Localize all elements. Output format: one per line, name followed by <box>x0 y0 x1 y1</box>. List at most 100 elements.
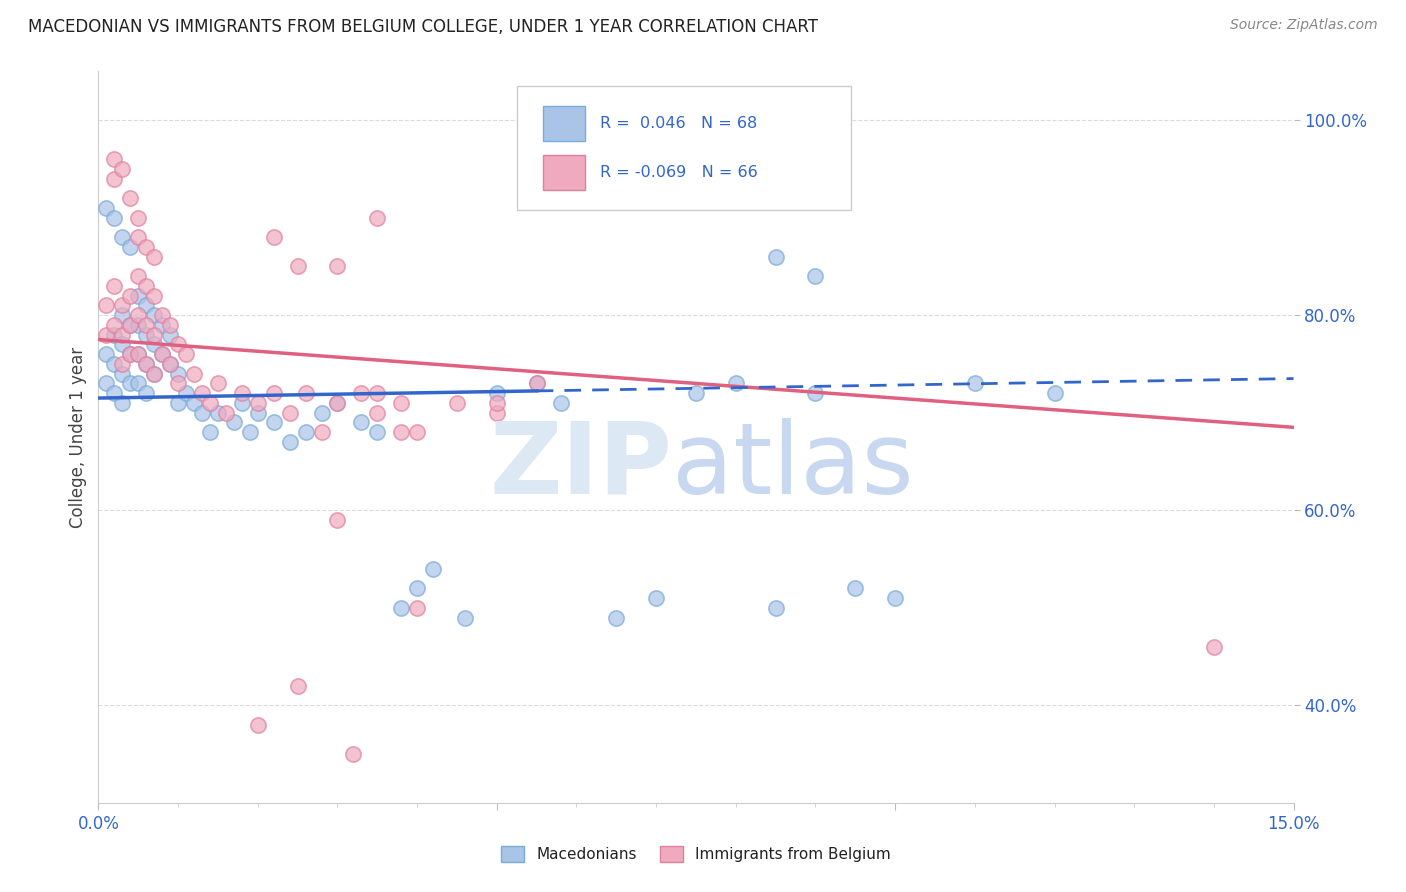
Text: R = -0.069   N = 66: R = -0.069 N = 66 <box>600 165 758 180</box>
Point <box>406 581 429 595</box>
Point <box>406 425 429 440</box>
Point <box>103 279 125 293</box>
Text: R =  0.046   N = 68: R = 0.046 N = 68 <box>600 116 758 131</box>
Point <box>143 337 166 351</box>
Point <box>724 376 747 391</box>
Point <box>111 337 134 351</box>
Point <box>159 318 181 332</box>
Point <box>884 591 907 605</box>
Text: atlas: atlas <box>672 417 914 515</box>
Point <box>159 357 181 371</box>
Point <box>167 396 190 410</box>
Point <box>485 386 508 401</box>
Point <box>263 416 285 430</box>
Point <box>246 396 269 410</box>
Point <box>96 376 118 391</box>
Point <box>294 386 316 401</box>
Point <box>1043 386 1066 401</box>
Point <box>127 318 149 332</box>
Legend: Macedonians, Immigrants from Belgium: Macedonians, Immigrants from Belgium <box>495 840 897 868</box>
Point <box>174 347 197 361</box>
Point <box>103 171 125 186</box>
Point <box>231 386 253 401</box>
Point <box>526 376 548 391</box>
Point <box>174 386 197 401</box>
Point <box>127 269 149 284</box>
Point <box>111 367 134 381</box>
Point <box>207 406 229 420</box>
Point <box>127 211 149 225</box>
Point <box>120 191 142 205</box>
Point <box>127 308 149 322</box>
Point <box>685 386 707 401</box>
Point <box>350 386 373 401</box>
Point <box>167 376 190 391</box>
Point <box>120 240 142 254</box>
Point <box>96 347 118 361</box>
Point <box>120 318 142 332</box>
Point <box>287 679 309 693</box>
Point <box>963 376 986 391</box>
Point <box>191 406 214 420</box>
Point <box>111 327 134 342</box>
Point <box>183 367 205 381</box>
Point <box>96 298 118 312</box>
Point <box>287 260 309 274</box>
Point <box>645 591 668 605</box>
Point <box>804 386 827 401</box>
Point <box>844 581 866 595</box>
Text: ZIP: ZIP <box>489 417 672 515</box>
Point <box>550 396 572 410</box>
Point <box>526 376 548 391</box>
Point <box>127 347 149 361</box>
Point <box>159 327 181 342</box>
Point <box>143 367 166 381</box>
Point <box>198 396 221 410</box>
Point <box>127 347 149 361</box>
Point <box>103 152 125 166</box>
Point <box>135 279 157 293</box>
FancyBboxPatch shape <box>543 106 585 141</box>
Point <box>111 308 134 322</box>
Point <box>143 367 166 381</box>
Point <box>278 434 301 449</box>
Point <box>389 425 412 440</box>
Point <box>159 357 181 371</box>
Point <box>120 376 142 391</box>
Point <box>135 327 157 342</box>
Point <box>366 406 388 420</box>
Point <box>446 396 468 410</box>
Point <box>111 298 134 312</box>
Point <box>263 386 285 401</box>
Point <box>183 396 205 410</box>
Point <box>143 327 166 342</box>
Point <box>311 406 333 420</box>
Point <box>127 288 149 302</box>
Point <box>150 308 173 322</box>
Point <box>103 211 125 225</box>
Point <box>389 396 412 410</box>
Y-axis label: College, Under 1 year: College, Under 1 year <box>69 346 87 528</box>
Point <box>143 288 166 302</box>
Point <box>143 308 166 322</box>
Point <box>765 600 787 615</box>
Point <box>135 357 157 371</box>
Point <box>326 396 349 410</box>
Text: Source: ZipAtlas.com: Source: ZipAtlas.com <box>1230 18 1378 32</box>
FancyBboxPatch shape <box>543 154 585 190</box>
Point <box>246 718 269 732</box>
Point <box>366 386 388 401</box>
Point <box>406 600 429 615</box>
Point <box>278 406 301 420</box>
Point <box>103 318 125 332</box>
Point <box>605 610 627 624</box>
Point <box>120 347 142 361</box>
Point <box>239 425 262 440</box>
Point <box>103 327 125 342</box>
Point <box>389 600 412 615</box>
Point <box>111 230 134 244</box>
Point <box>167 337 190 351</box>
Point <box>96 201 118 215</box>
Point <box>350 416 373 430</box>
Text: MACEDONIAN VS IMMIGRANTS FROM BELGIUM COLLEGE, UNDER 1 YEAR CORRELATION CHART: MACEDONIAN VS IMMIGRANTS FROM BELGIUM CO… <box>28 18 818 36</box>
